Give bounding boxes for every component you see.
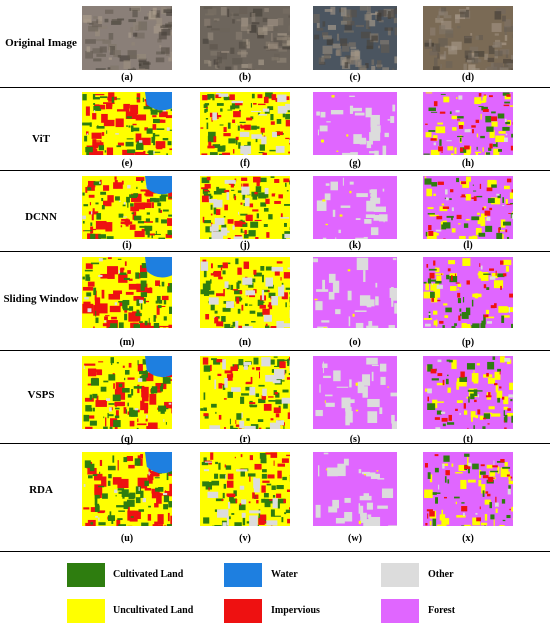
subfigure-caption: (x) [462,533,474,544]
row-label-sliding-window: Sliding Window [3,293,79,305]
segmentation-map-tile [82,452,172,526]
row-label-original: Original Image [5,37,77,49]
row-divider [0,551,550,552]
legend-label-forest: Forest [428,605,456,616]
subfigure-caption: (j) [240,240,250,251]
segmentation-map-tile [82,176,172,239]
subfigure-caption: (v) [239,533,251,544]
segmentation-map-tile [423,176,513,239]
legend-swatch-other [381,563,419,587]
legend-swatch-water [224,563,262,587]
subfigure-caption: (p) [461,337,475,348]
segmentation-map-tile [313,452,397,526]
subfigure-caption: (g) [349,158,361,169]
subfigure-caption: (w) [348,533,362,544]
original-image-tile [82,6,172,70]
segmentation-map-tile [200,356,290,429]
subfigure-caption: (b) [238,72,252,83]
segmentation-map-tile [423,257,513,328]
legend-swatch-cultivated [67,563,105,587]
segmentation-map-tile [200,452,290,526]
segmentation-map-tile [423,452,513,526]
row-divider [0,443,550,444]
row-divider [0,251,550,252]
original-image-tile [200,6,290,70]
segmentation-map-tile [82,257,172,328]
segmentation-map-tile [200,176,290,239]
segmentation-map-tile [313,176,397,239]
legend-swatch-impervious [224,599,262,623]
row-label-dcnn: DCNN [25,211,57,223]
row-divider [0,170,550,171]
subfigure-caption: (l) [463,240,473,251]
row-label-rda: RDA [29,484,53,496]
subfigure-caption: (i) [122,240,132,251]
row-label-vit: ViT [32,133,50,145]
subfigure-caption: (t) [463,434,473,445]
segmentation-map-tile [313,356,397,429]
subfigure-caption: (h) [461,158,475,169]
subfigure-caption: (f) [240,158,250,169]
subfigure-caption: (d) [461,72,475,83]
subfigure-caption: (k) [348,240,362,251]
subfigure-caption: (n) [238,337,252,348]
legend-swatch-forest [381,599,419,623]
legend-label-water: Water [271,569,298,580]
subfigure-caption: (u) [120,533,134,544]
subfigure-caption: (q) [120,434,134,445]
subfigure-caption: (a) [121,72,133,83]
segmentation-map-tile [313,257,397,328]
row-divider [0,350,550,351]
legend-label-impervious: Impervious [271,605,320,616]
subfigure-caption: (r) [239,434,251,445]
segmentation-map-tile [82,92,172,155]
subfigure-caption: (c) [349,72,361,83]
original-image-tile [423,6,513,70]
legend-swatch-uncultivated [67,599,105,623]
segmentation-map-tile [313,92,397,155]
subfigure-caption: (m) [119,337,135,348]
segmentation-map-tile [82,356,172,429]
original-image-tile [313,6,397,70]
segmentation-map-tile [423,356,513,429]
subfigure-caption: (e) [121,158,133,169]
legend-label-uncultivated: Uncultivated Land [113,605,194,616]
subfigure-caption: (s) [349,434,361,445]
legend-label-other: Other [428,569,454,580]
row-label-vsps: VSPS [27,389,55,401]
subfigure-caption: (o) [349,337,361,348]
segmentation-map-tile [423,92,513,155]
row-divider [0,87,550,88]
segmentation-map-tile [200,92,290,155]
segmentation-map-tile [200,257,290,328]
legend-label-cultivated: Cultivated Land [113,569,184,580]
